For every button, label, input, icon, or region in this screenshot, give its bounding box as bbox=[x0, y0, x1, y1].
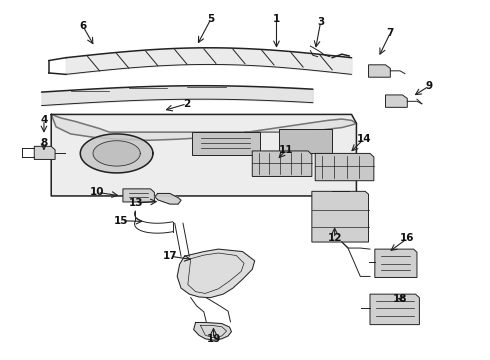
Text: 16: 16 bbox=[400, 234, 415, 243]
Polygon shape bbox=[194, 323, 231, 340]
Polygon shape bbox=[123, 189, 154, 202]
Polygon shape bbox=[315, 153, 374, 181]
Text: 10: 10 bbox=[90, 188, 104, 197]
Text: 4: 4 bbox=[40, 115, 48, 125]
Polygon shape bbox=[192, 132, 260, 155]
Text: 8: 8 bbox=[40, 138, 48, 148]
Text: 9: 9 bbox=[425, 81, 433, 91]
Text: 17: 17 bbox=[163, 251, 177, 261]
Text: 1: 1 bbox=[273, 14, 280, 24]
Polygon shape bbox=[80, 134, 153, 173]
Polygon shape bbox=[375, 249, 417, 278]
Text: 18: 18 bbox=[393, 294, 407, 304]
Text: 15: 15 bbox=[114, 216, 129, 226]
Polygon shape bbox=[386, 95, 407, 107]
Polygon shape bbox=[51, 114, 356, 140]
Polygon shape bbox=[370, 294, 419, 325]
Text: 12: 12 bbox=[327, 234, 342, 243]
Polygon shape bbox=[368, 65, 391, 77]
Polygon shape bbox=[51, 114, 356, 196]
Polygon shape bbox=[279, 129, 332, 153]
Text: 3: 3 bbox=[317, 17, 324, 27]
Text: 7: 7 bbox=[387, 28, 394, 38]
Text: 13: 13 bbox=[129, 198, 143, 208]
Text: 5: 5 bbox=[207, 14, 215, 24]
Polygon shape bbox=[252, 151, 312, 176]
Text: 19: 19 bbox=[206, 334, 220, 344]
Text: 11: 11 bbox=[279, 145, 294, 155]
Polygon shape bbox=[34, 146, 55, 159]
Text: 6: 6 bbox=[79, 21, 86, 31]
Polygon shape bbox=[155, 193, 181, 204]
Polygon shape bbox=[177, 249, 255, 298]
Text: 14: 14 bbox=[356, 134, 371, 144]
Polygon shape bbox=[93, 141, 140, 166]
Text: 2: 2 bbox=[183, 99, 191, 109]
Polygon shape bbox=[312, 192, 368, 242]
